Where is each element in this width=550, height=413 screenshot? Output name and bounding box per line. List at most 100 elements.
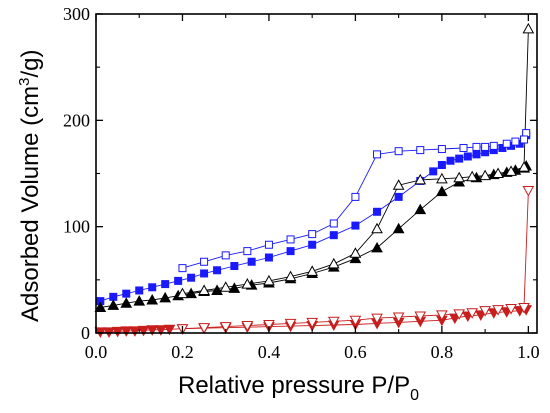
series-1-point [416,146,425,155]
series-1-point [481,142,490,151]
series-1-point [373,150,382,159]
series-1-point [329,219,338,228]
series-1-point [351,192,360,201]
series-3-point [327,257,340,269]
series-5-point [466,308,478,319]
y-tick-label: 300 [63,4,90,24]
series-3-point [349,247,362,258]
series-1-point [308,230,317,239]
series-3-point [306,265,319,276]
series-3-point [522,22,535,34]
series-1-point [221,251,230,260]
series-0-point [109,292,118,301]
y-axis-title: Adsorbed Volume (cm3/g) [16,50,44,322]
series-4-point [155,325,167,336]
series-2-point [107,299,120,310]
series-0-point [122,289,131,298]
series-5-point [492,305,504,316]
series-0-point [161,280,170,289]
series-3-point [176,287,189,299]
series-3-point [219,281,232,292]
series-0-point [200,269,209,278]
x-tick-label: 0.4 [258,342,281,362]
series-0-point [463,152,472,161]
series-3-point [371,222,383,234]
series-3-point [479,169,491,181]
series-3-point [505,165,517,176]
series-0-point [264,253,273,262]
series-2-point [436,185,448,197]
series-markers [94,22,535,338]
series-2-point [146,294,159,305]
series-1-point [472,142,481,151]
series-3-point [392,179,405,190]
tick-labels: 0.0 0.2 0.4 0.6 0.8 1.0 0 100 200 300 [63,4,540,362]
series-2-point [392,222,405,234]
y-axis-title-superscript: 3 [16,78,33,86]
series-0-point [230,262,239,271]
series-2-point [211,284,223,295]
series-5-point [241,321,254,332]
series-2-point [349,252,362,264]
series-1-point [437,145,446,154]
series-4-point [163,324,176,336]
series-4-point [120,326,133,337]
series-0-point [498,143,507,152]
series-3-point [518,161,530,172]
series-0-point [472,150,481,159]
x-tick-label: 1.0 [517,342,540,362]
y-tick-label: 200 [63,110,90,130]
series-1-point [200,257,209,266]
x-tick-label: 0.2 [171,342,194,362]
series-3-point [492,167,504,178]
series-3-point [466,170,478,182]
series-2-point [185,287,197,299]
x-axis-title-subscript: 0 [410,387,419,404]
series-0-point [135,286,144,295]
series-5-point [414,311,427,323]
x-tick-label: 0.6 [344,342,367,362]
series-5-point [436,310,448,321]
y-tick-label: 100 [63,217,90,237]
series-3-point [263,274,275,286]
series-1-point [264,240,273,249]
series-2-point [159,291,172,303]
series-1-point [489,141,498,150]
series-0-point [446,156,455,165]
series-3-point [198,284,210,295]
series-0-point [429,167,438,176]
series-0-point [308,240,317,249]
x-axis-title: Relative pressure P/P0 [178,372,419,404]
series-2-point [414,203,427,215]
series-0-point [394,192,403,201]
series-0-point [174,276,183,285]
y-tick-label: 0 [81,323,90,343]
series-2-point [120,297,133,308]
series-3-point [284,270,297,282]
series-3-point [414,173,427,185]
series-5-point [327,316,340,328]
series-1-point [394,147,403,156]
axis-ticks [95,13,537,334]
series-1-point [243,247,252,256]
series-3-point [436,172,448,184]
series-5-point [371,313,383,325]
series-2-point [371,241,383,253]
series-1-point [286,235,295,244]
series-5-point [522,186,535,197]
x-tick-label: 0.8 [431,342,454,362]
series-5-point [198,323,210,334]
series-0-point [329,231,338,240]
series-4-point [146,325,159,336]
series-0-point [148,283,157,292]
series-2-point [228,282,241,293]
series-3-point [241,278,254,289]
series-2-point [94,301,107,312]
series-1-point [178,264,187,273]
series-1-point [511,137,520,146]
series-0-point [213,266,222,275]
series-5-point [219,322,232,333]
x-tick-label: 0.0 [85,342,108,362]
series-1-point [502,139,511,148]
series-5-point [392,312,405,324]
